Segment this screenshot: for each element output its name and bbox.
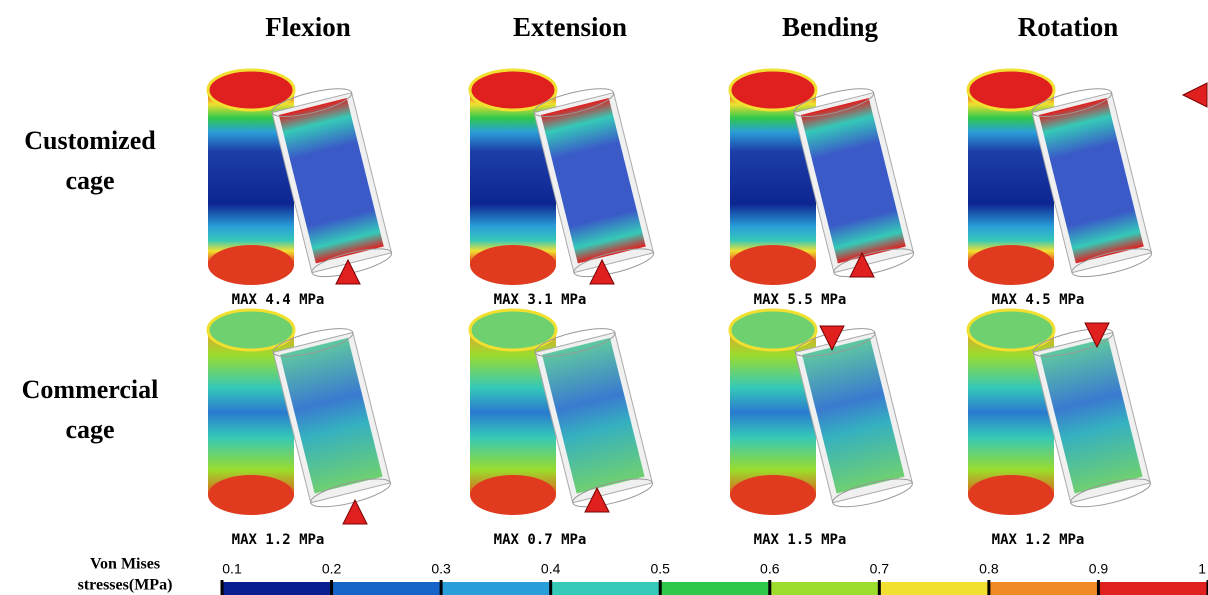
inner-body: [280, 338, 383, 494]
colorbar-tick-label: 0.5: [650, 561, 670, 577]
max-label: MAX 4.4 MPa: [232, 292, 325, 308]
row-label: cage: [65, 166, 114, 195]
cage-model: [968, 70, 1207, 285]
column-header: Extension: [513, 12, 627, 42]
cylinder-bottom: [208, 475, 294, 515]
cylinder-top: [208, 70, 294, 110]
cage-model: [968, 310, 1153, 515]
cylinder-top: [470, 70, 556, 110]
max-label: MAX 0.7 MPa: [494, 532, 587, 548]
cylinder-bottom: [968, 475, 1054, 515]
colorbar-title: Von Mises: [90, 556, 160, 573]
max-label: MAX 1.2 MPa: [232, 532, 325, 548]
cylinder-bottom: [730, 475, 816, 515]
cage-model: [470, 70, 656, 285]
cage-model: [730, 70, 916, 285]
colorbar-tick-label: 0.9: [1089, 561, 1109, 577]
colorbar-tick-label: 0.3: [431, 561, 451, 577]
inner-body: [1040, 338, 1143, 494]
colorbar-segment: [989, 582, 1099, 595]
colorbar-segment: [770, 582, 880, 595]
column-header: Rotation: [1018, 12, 1119, 42]
colorbar-tick-label: 0.6: [760, 561, 780, 577]
colorbar-segment: [660, 582, 770, 595]
cylinder-bottom: [968, 245, 1054, 285]
row-label: Commercial: [22, 375, 159, 404]
cylinder-bottom: [470, 245, 556, 285]
figure: Flexion Extension Bending Rotation Customize…: [0, 0, 1208, 595]
cylinder-top: [730, 70, 816, 110]
cage-model: [470, 310, 655, 515]
cylinder-bottom: [470, 475, 556, 515]
colorbar-tick-label: 0.4: [541, 561, 561, 577]
colorbar-segment: [551, 582, 661, 595]
column-header: Bending: [782, 12, 879, 42]
colorbar-title: stresses(MPa): [78, 577, 173, 594]
cylinder-top: [968, 70, 1054, 110]
cylinder-bottom: [208, 245, 294, 285]
colorbar-segment: [222, 582, 332, 595]
cage-model: [730, 310, 915, 515]
max-label: MAX 3.1 MPa: [494, 292, 587, 308]
row-label: cage: [65, 415, 114, 444]
colorbar-tick-label: 0.7: [870, 561, 890, 577]
max-label: MAX 5.5 MPa: [754, 292, 847, 308]
cage-model: [208, 70, 394, 285]
max-label: MAX 1.2 MPa: [992, 532, 1085, 548]
max-label: MAX 4.5 MPa: [992, 292, 1085, 308]
colorbar-segment: [879, 582, 989, 595]
cage-model: [208, 310, 393, 524]
colorbar-tick-label: 0.1: [222, 561, 242, 577]
colorbar-segment: [441, 582, 551, 595]
colorbar-tick-label: 0.2: [322, 561, 342, 577]
column-header: Flexion: [265, 12, 351, 42]
colorbar-tick-label: 0.8: [979, 561, 999, 577]
max-label: MAX 1.5 MPa: [754, 532, 847, 548]
colorbar-tick-label: 1: [1198, 561, 1206, 577]
colorbar-segment: [1098, 582, 1208, 595]
max-marker: [1183, 83, 1207, 107]
cylinder-bottom: [730, 245, 816, 285]
inner-body: [542, 338, 645, 494]
inner-body: [802, 338, 905, 494]
row-label: Customized: [24, 126, 156, 155]
colorbar-segment: [332, 582, 442, 595]
